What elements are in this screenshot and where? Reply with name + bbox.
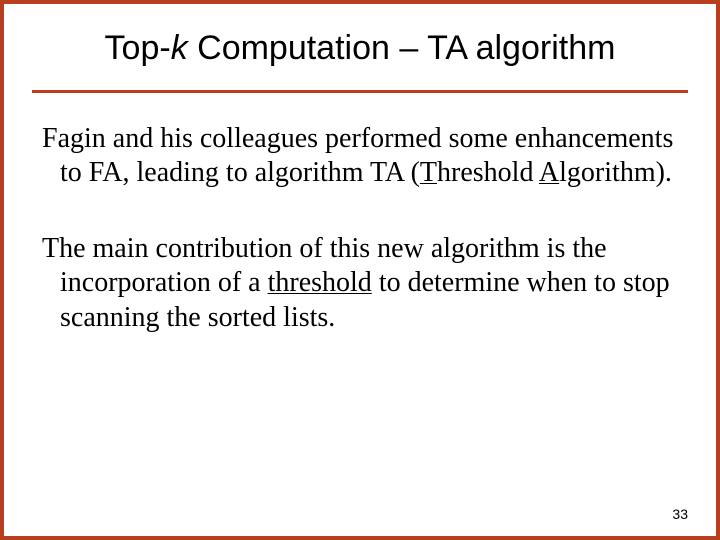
- title-post: Computation – TA algorithm: [188, 29, 616, 67]
- paragraph-2: The main contribution of this new algori…: [42, 232, 678, 334]
- p2-u1: threshold: [268, 267, 372, 298]
- title-wrap: Top-k Computation – TA algorithm: [4, 28, 716, 69]
- slide-frame: Top-k Computation – TA algorithm Fagin a…: [0, 0, 720, 540]
- page-number: 33: [672, 506, 688, 522]
- title-k-italic: k: [171, 29, 188, 67]
- title-underline-rule: [32, 90, 688, 93]
- p1-t3: lgorithm).: [559, 157, 672, 188]
- title-pre: Top-: [105, 29, 171, 67]
- p1-u1: T: [420, 157, 437, 188]
- paragraph-1: Fagin and his colleagues performed some …: [42, 122, 678, 190]
- p1-t2: hreshold: [437, 157, 539, 188]
- slide-title: Top-k Computation – TA algorithm: [4, 28, 716, 69]
- p1-u2: A: [539, 157, 559, 188]
- slide-body: Fagin and his colleagues performed some …: [42, 122, 678, 377]
